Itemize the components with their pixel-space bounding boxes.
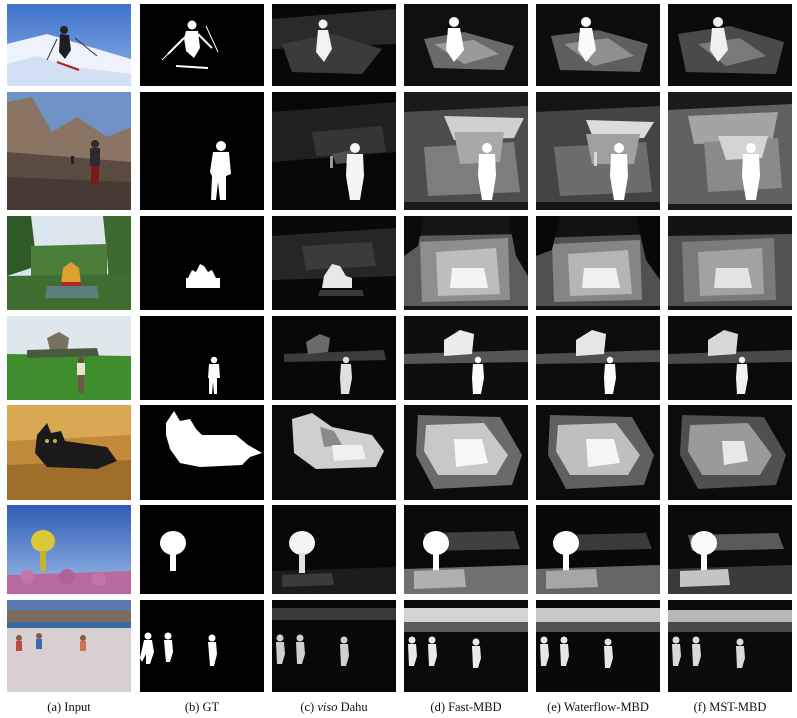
caption-label: MST-MBD <box>709 700 767 714</box>
caption-letter: (f) <box>693 700 707 714</box>
fastmbd-map-pavilion <box>404 216 528 310</box>
waterflow-map-cat-on-couch <box>536 405 660 500</box>
waterflow-map-man-on-grass <box>536 316 660 400</box>
fastmbd-map-skier <box>404 4 528 86</box>
mstmbd-map-pavilion <box>668 216 792 310</box>
waterflow-map-hiker <box>536 92 660 210</box>
input-image-water-tower <box>7 505 131 594</box>
caption-letter: (a) <box>47 700 62 714</box>
waterflow-map-skier <box>536 4 660 86</box>
mstmbd-map-cat-on-couch <box>668 405 792 500</box>
gt-mask-water-tower <box>140 505 264 594</box>
mstmbd-map-beach-runners <box>668 600 792 692</box>
input-image-beach-runners <box>7 600 131 692</box>
input-image-hiker <box>7 92 131 210</box>
caption-letter: (d) <box>430 700 445 714</box>
mstmbd-map-hiker <box>668 92 792 210</box>
fastmbd-map-beach-runners <box>404 600 528 692</box>
dahu-map-man-on-grass <box>272 316 396 400</box>
input-image-man-on-grass <box>7 316 131 400</box>
waterflow-map-beach-runners <box>536 600 660 692</box>
fastmbd-map-cat-on-couch <box>404 405 528 500</box>
caption-waterflow-mbd: (e) Waterflow-MBD <box>536 700 660 716</box>
caption-gt: (b) GT <box>140 700 264 716</box>
fastmbd-map-water-tower <box>404 505 528 594</box>
caption-viso-dahu: (c) viso Dahu <box>272 700 396 716</box>
gt-mask-cat-on-couch <box>140 405 264 500</box>
waterflow-map-pavilion <box>536 216 660 310</box>
gt-mask-beach-runners <box>140 600 264 692</box>
dahu-map-beach-runners <box>272 600 396 692</box>
caption-mst-mbd: (f) MST-MBD <box>668 700 792 716</box>
input-image-cat-on-couch <box>7 405 131 500</box>
dahu-map-skier <box>272 4 396 86</box>
caption-label-italic: viso <box>317 700 338 714</box>
caption-input: (a) Input <box>7 700 131 716</box>
mstmbd-map-man-on-grass <box>668 316 792 400</box>
caption-letter: (e) <box>547 700 561 714</box>
dahu-map-pavilion <box>272 216 396 310</box>
dahu-map-cat-on-couch <box>272 405 396 500</box>
gt-mask-pavilion <box>140 216 264 310</box>
gt-mask-skier <box>140 4 264 86</box>
mstmbd-map-skier <box>668 4 792 86</box>
input-image-skier <box>7 4 131 86</box>
caption-label: Fast-MBD <box>448 700 502 714</box>
input-image-pavilion <box>7 216 131 310</box>
caption-label: Dahu <box>340 700 368 714</box>
caption-label: GT <box>202 700 220 714</box>
waterflow-map-water-tower <box>536 505 660 594</box>
gt-mask-man-on-grass <box>140 316 264 400</box>
fastmbd-map-man-on-grass <box>404 316 528 400</box>
gt-mask-hiker <box>140 92 264 210</box>
caption-label: Waterflow-MBD <box>563 700 649 714</box>
caption-label: Input <box>64 700 91 714</box>
caption-letter: (b) <box>184 700 200 714</box>
dahu-map-hiker <box>272 92 396 210</box>
caption-letter: (c) <box>300 700 315 714</box>
fastmbd-map-hiker <box>404 92 528 210</box>
dahu-map-water-tower <box>272 505 396 594</box>
caption-fast-mbd: (d) Fast-MBD <box>404 700 528 716</box>
mstmbd-map-water-tower <box>668 505 792 594</box>
